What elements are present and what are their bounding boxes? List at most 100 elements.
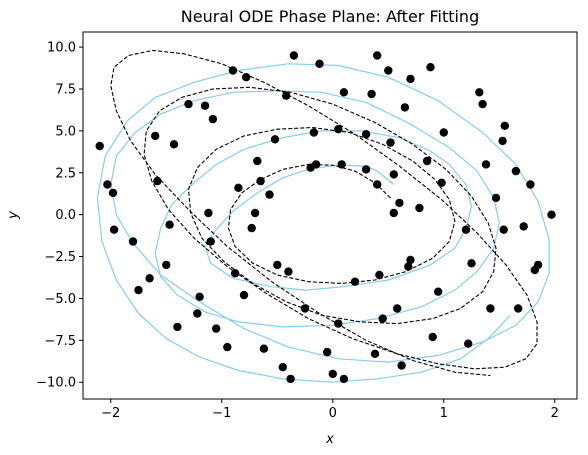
data-point — [153, 176, 162, 186]
y-tick-label: 7.5 — [55, 82, 76, 97]
y-tick-label: 5.0 — [55, 124, 76, 139]
data-point — [389, 208, 398, 218]
data-point — [389, 170, 398, 179]
data-point — [467, 259, 476, 268]
data-point — [439, 128, 448, 137]
data-point — [204, 208, 213, 218]
data-point — [499, 225, 508, 234]
data-point — [533, 260, 543, 270]
y-tick-label: 10.0 — [47, 41, 76, 56]
data-point — [223, 342, 232, 352]
data-point — [323, 347, 332, 357]
x-tick-label: 2 — [551, 406, 559, 421]
data-point — [184, 99, 193, 109]
data-point — [464, 339, 473, 348]
data-point — [162, 260, 171, 270]
series-layer — [95, 49, 556, 384]
data-point — [393, 304, 402, 313]
y-tick-label: 2.5 — [55, 166, 76, 181]
data-point — [386, 138, 395, 147]
y-tick-label: −10.0 — [36, 376, 76, 391]
data-point — [212, 324, 221, 333]
data-point — [384, 66, 393, 75]
data-point — [334, 125, 343, 134]
data-point — [428, 332, 437, 342]
x-tick-label: 1 — [440, 406, 448, 421]
data-point — [250, 208, 260, 218]
data-point — [270, 135, 280, 144]
plot-background — [83, 32, 577, 399]
data-point — [486, 304, 495, 313]
data-point — [397, 361, 406, 370]
data-point — [208, 114, 218, 124]
data-point — [273, 260, 282, 270]
data-point — [95, 141, 104, 151]
data-point — [422, 156, 432, 166]
data-point — [478, 99, 487, 109]
data-point — [337, 160, 346, 169]
data-point — [415, 203, 424, 213]
data-point — [406, 255, 415, 265]
data-point — [200, 101, 210, 110]
data-point — [309, 128, 319, 137]
data-point — [395, 198, 404, 208]
data-point — [361, 130, 371, 139]
data-point — [256, 176, 265, 186]
data-point — [165, 220, 174, 229]
plot-area — [82, 31, 578, 400]
data-point — [134, 285, 143, 295]
data-point — [315, 59, 324, 68]
data-point — [228, 66, 238, 75]
data-point — [481, 160, 491, 169]
data-point — [286, 374, 295, 384]
data-point — [230, 269, 240, 278]
data-point — [378, 314, 387, 323]
y-tick-label: −7.5 — [44, 334, 76, 349]
x-axis: −2 −1 0 1 2 — [101, 399, 559, 421]
data-point — [151, 131, 160, 141]
x-axis-label: x — [325, 432, 334, 447]
data-point — [128, 237, 138, 246]
y-tick-label: 0.0 — [55, 208, 76, 223]
data-point — [437, 178, 446, 187]
data-point — [284, 267, 293, 276]
data-point — [278, 363, 287, 372]
data-point — [350, 277, 360, 286]
data-point — [547, 210, 556, 219]
data-point — [239, 290, 249, 300]
plot-frame — [82, 31, 578, 400]
data-point — [491, 193, 501, 203]
data-point — [404, 262, 413, 271]
data-point — [375, 270, 384, 280]
data-point — [109, 225, 119, 234]
data-point — [514, 304, 523, 313]
data-point — [511, 166, 521, 176]
fitted-trajectory-line — [96, 63, 550, 383]
x-tick-label: −1 — [212, 406, 231, 421]
data-point — [282, 91, 291, 100]
data-point — [406, 74, 415, 84]
data-point — [328, 369, 337, 379]
data-point — [247, 223, 256, 233]
data-point — [373, 51, 382, 60]
reference-trajectory-line — [110, 49, 538, 377]
data-point — [300, 304, 310, 313]
data-point — [265, 190, 274, 199]
data-point — [242, 73, 251, 82]
chart-title: Neural ODE Phase Plane: After Fitting — [181, 7, 479, 26]
y-tick-label: −5.0 — [44, 292, 76, 307]
data-point — [103, 180, 112, 189]
data-point — [361, 165, 371, 174]
data-point — [461, 225, 471, 234]
data-point — [234, 183, 243, 192]
data-point — [498, 136, 507, 146]
data-point — [289, 51, 299, 60]
data-point — [173, 322, 182, 332]
data-point — [253, 156, 262, 166]
data-point — [169, 140, 179, 149]
data-point — [370, 349, 380, 358]
data-point — [400, 103, 410, 112]
data-point — [311, 160, 321, 169]
data-point — [339, 374, 349, 384]
